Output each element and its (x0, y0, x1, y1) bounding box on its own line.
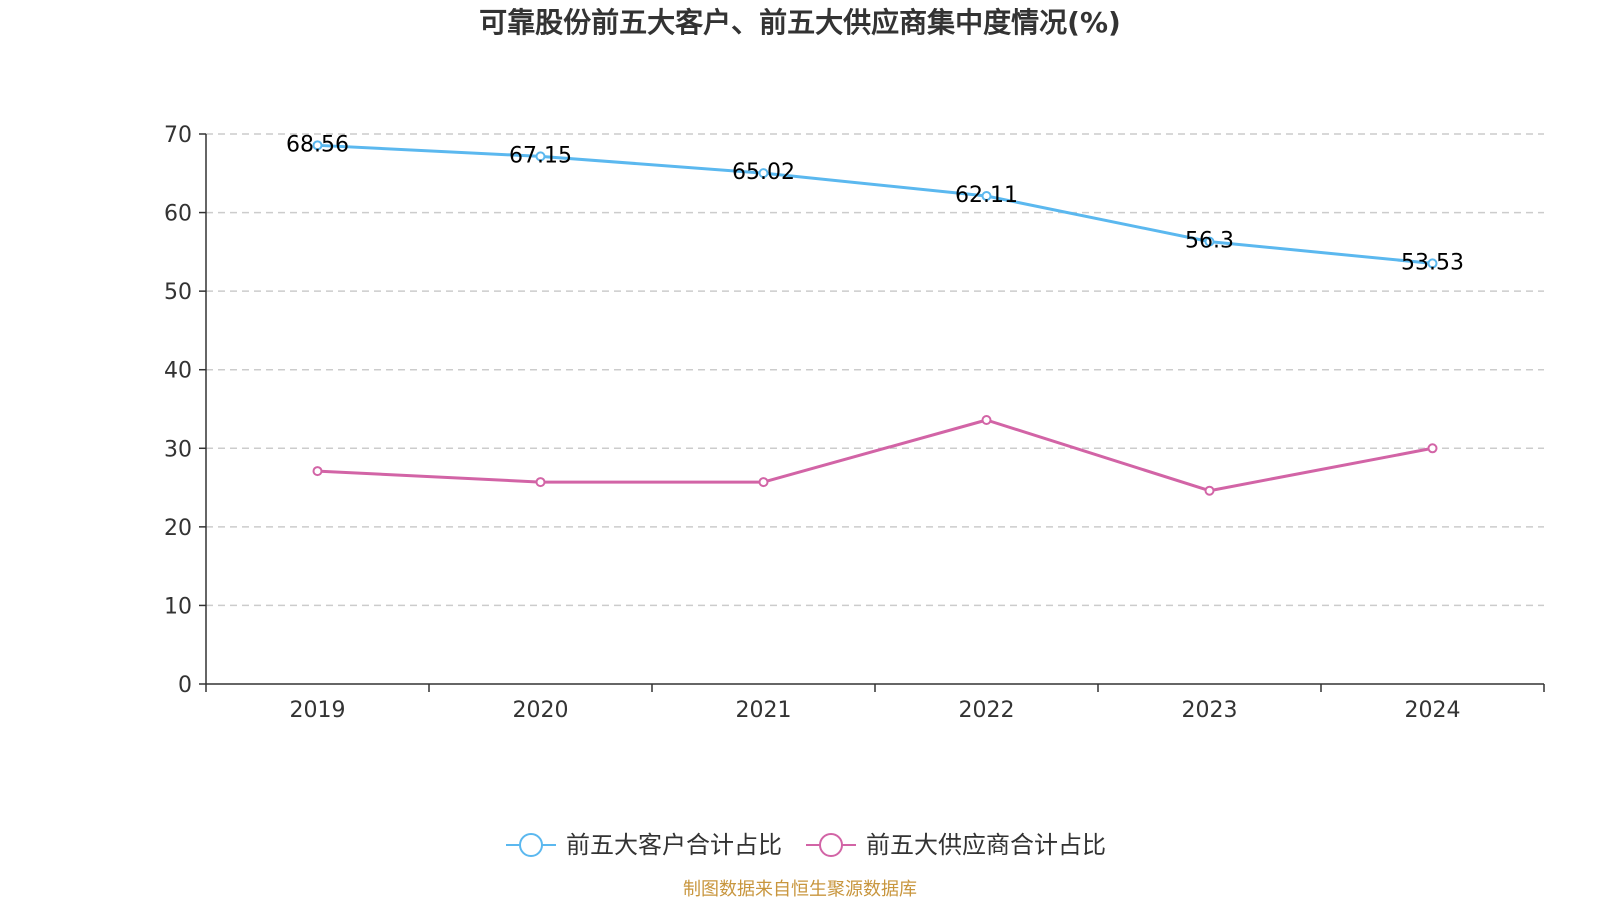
series-layer (312, 140, 1438, 496)
x-tick-label: 2023 (1182, 698, 1238, 723)
chart-title: 可靠股份前五大客户、前五大供应商集中度情况(%) (479, 6, 1121, 39)
label-layer: 68.56 67.15 65.02 62.11 56.3 53.53 (286, 132, 1464, 275)
series-line-0 (317, 143, 1433, 265)
x-tick-label: 2020 (513, 698, 569, 723)
legend-label: 前五大供应商合计占比 (866, 831, 1106, 859)
data-point[interactable] (981, 190, 992, 201)
data-point[interactable] (312, 466, 323, 477)
y-tick-label: 30 (164, 437, 192, 462)
source-note: 制图数据来自恒生聚源数据库 (683, 879, 917, 900)
x-tick-label: 2024 (1405, 698, 1461, 723)
y-tick-label: 0 (178, 673, 192, 698)
data-point[interactable] (981, 415, 992, 425)
data-point[interactable] (758, 477, 769, 488)
data-point[interactable] (758, 168, 769, 179)
data-point[interactable] (1204, 485, 1215, 496)
data-point[interactable] (535, 477, 546, 488)
y-tick-label: 20 (164, 516, 192, 541)
y-tick-label: 50 (164, 280, 192, 305)
data-point[interactable] (535, 151, 546, 162)
series-line-1 (317, 418, 1433, 493)
data-label: 68.56 (286, 132, 349, 157)
y-tick-label: 40 (164, 359, 192, 384)
y-tick-label: 60 (164, 202, 192, 227)
data-point[interactable] (1427, 258, 1438, 269)
y-tick-label: 10 (164, 594, 192, 619)
legend-item[interactable]: 前五大客户合计占比 (506, 831, 782, 859)
data-point[interactable] (312, 140, 323, 151)
data-label: 67.15 (509, 143, 572, 168)
legend-item[interactable]: 前五大供应商合计占比 (806, 831, 1106, 859)
data-point[interactable] (1427, 443, 1438, 454)
data-label: 56.3 (1185, 229, 1234, 254)
legend-circle-icon (519, 833, 543, 857)
data-label: 62.11 (955, 183, 1018, 208)
legend-circle-icon (819, 833, 843, 857)
data-label: 65.02 (732, 160, 795, 185)
axis-layer: 0 10 20 30 40 50 60 70 2019 2020 2021 2022 2023 2024 (164, 123, 1545, 723)
legend[interactable]: 前五大客户合计占比 前五大供应商合计占比 (506, 831, 1106, 859)
x-tick-label: 2019 (290, 698, 346, 723)
legend-label: 前五大客户合计占比 (566, 831, 782, 859)
x-tick-label: 2021 (736, 698, 792, 723)
x-tick-label: 2022 (959, 698, 1015, 723)
y-tick-label: 70 (164, 123, 192, 148)
grid-layer (206, 133, 1544, 607)
data-label: 53.53 (1401, 250, 1464, 275)
data-point[interactable] (1204, 236, 1215, 247)
